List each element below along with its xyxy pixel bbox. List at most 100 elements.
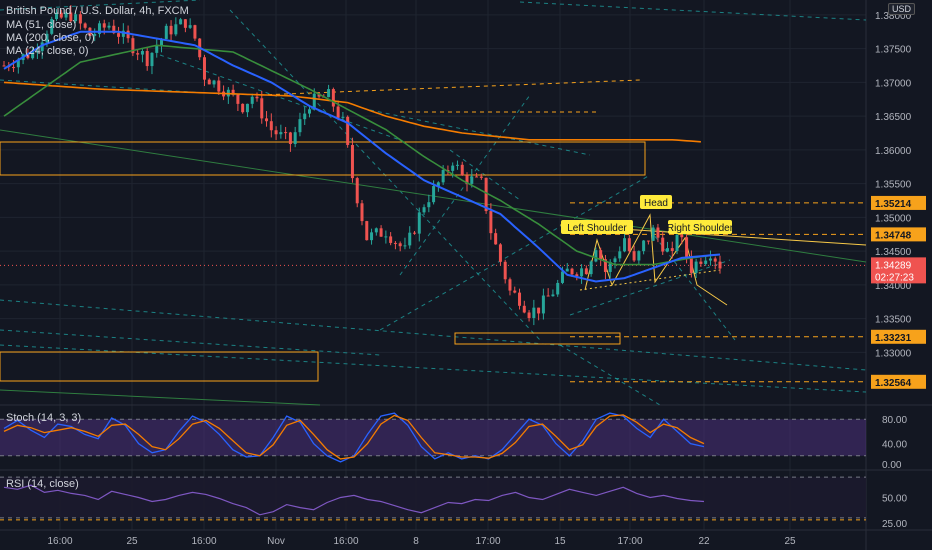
candle (350, 137, 354, 183)
candle-body (265, 118, 269, 122)
candle-body (212, 80, 216, 85)
candle-body (408, 232, 412, 246)
candle-body (432, 186, 436, 203)
candle-body (594, 250, 598, 262)
candle (675, 232, 679, 255)
candle-body (346, 116, 350, 145)
candle (627, 234, 631, 253)
candle-body (475, 176, 479, 178)
currency-badge[interactable]: USD (888, 3, 916, 15)
candle (331, 87, 335, 112)
candle-body (713, 258, 717, 262)
candle-body (83, 23, 87, 28)
candle (40, 38, 44, 59)
trend-line (0, 344, 867, 393)
candle-body (675, 234, 679, 251)
candle (341, 111, 345, 122)
candle-body (74, 14, 78, 22)
price-tick-label: 1.38000 (875, 11, 912, 22)
candle-body (551, 294, 555, 297)
candle-body (560, 271, 564, 283)
candle-body (708, 258, 712, 261)
candle (503, 259, 507, 284)
stoch-d-line (3, 414, 705, 460)
candle-body (389, 236, 393, 243)
candle-body (403, 245, 407, 247)
candle-body (341, 116, 345, 118)
pattern-label-bg (668, 220, 732, 234)
candle (417, 207, 421, 242)
candle (494, 228, 498, 245)
candle (241, 103, 245, 114)
candle (718, 255, 722, 274)
candle-body (279, 132, 283, 135)
candle (83, 22, 87, 30)
candle (202, 54, 206, 87)
trend-line (0, 299, 867, 371)
candle (708, 250, 712, 266)
candle (35, 43, 39, 59)
level-badge: 1.32564 (871, 374, 926, 389)
candle-body (374, 228, 378, 233)
candle-body (670, 248, 674, 251)
stoch-pane: 80.00 40.00 0.00 (0, 412, 907, 471)
candle-body (680, 234, 684, 238)
candle (541, 288, 545, 320)
neckline (579, 269, 721, 291)
candle (78, 10, 82, 30)
countdown-text: 02:27:23 (875, 272, 914, 283)
candle (164, 23, 168, 40)
time-axis: 16:00 25 16:00 Nov 16:00 8 17:00 15 17:00 22 25 (47, 536, 796, 547)
candle (646, 240, 650, 245)
candle (212, 79, 216, 88)
time-tick-label: 15 (554, 536, 566, 547)
candle (131, 35, 135, 57)
candle (284, 126, 288, 140)
candle-body (642, 240, 646, 252)
trend-line (649, 229, 736, 341)
candle (97, 20, 101, 38)
time-tick-label: 16:00 (191, 536, 216, 547)
level-badge-bg (871, 374, 926, 389)
trend-line (159, 54, 401, 141)
candle (455, 160, 459, 170)
candle (346, 115, 350, 148)
candle (64, 9, 68, 21)
stoch-legend: Stoch (14, 3, 3) (6, 412, 82, 424)
rsi-legend: RSI (14, close) (6, 478, 79, 490)
candle (413, 230, 417, 235)
price-tick-label: 1.33000 (875, 348, 912, 359)
candle-body (522, 305, 526, 313)
price-levels (570, 202, 866, 383)
candle (250, 93, 254, 109)
candle-body (207, 79, 211, 85)
pattern-labels: Head Left Shoulder Right Shoulder (561, 195, 734, 234)
candle-body (327, 89, 331, 98)
candle (689, 250, 693, 278)
candle-body (379, 228, 383, 237)
candle-body (97, 23, 101, 34)
candle (2, 60, 6, 67)
trend-line (0, 0, 201, 11)
candle-body (298, 119, 302, 133)
candle (551, 289, 555, 297)
candle (656, 223, 660, 243)
candle-body (293, 132, 297, 145)
candle (370, 228, 374, 245)
rsi-pane: 50.00 25.00 (0, 476, 907, 530)
price-tick-label: 1.36500 (875, 112, 912, 123)
level-badge-text: 1.34748 (875, 230, 912, 241)
candle-body (436, 182, 440, 187)
candle-body (470, 176, 474, 184)
trend-line (399, 94, 531, 276)
trend-line (559, 344, 661, 406)
candle (632, 245, 636, 263)
candle (107, 22, 111, 30)
candle-body (107, 25, 111, 28)
candle-body (12, 67, 16, 69)
candle (475, 172, 479, 178)
trend-line (379, 174, 651, 331)
candle (207, 78, 211, 85)
candle (236, 93, 240, 112)
